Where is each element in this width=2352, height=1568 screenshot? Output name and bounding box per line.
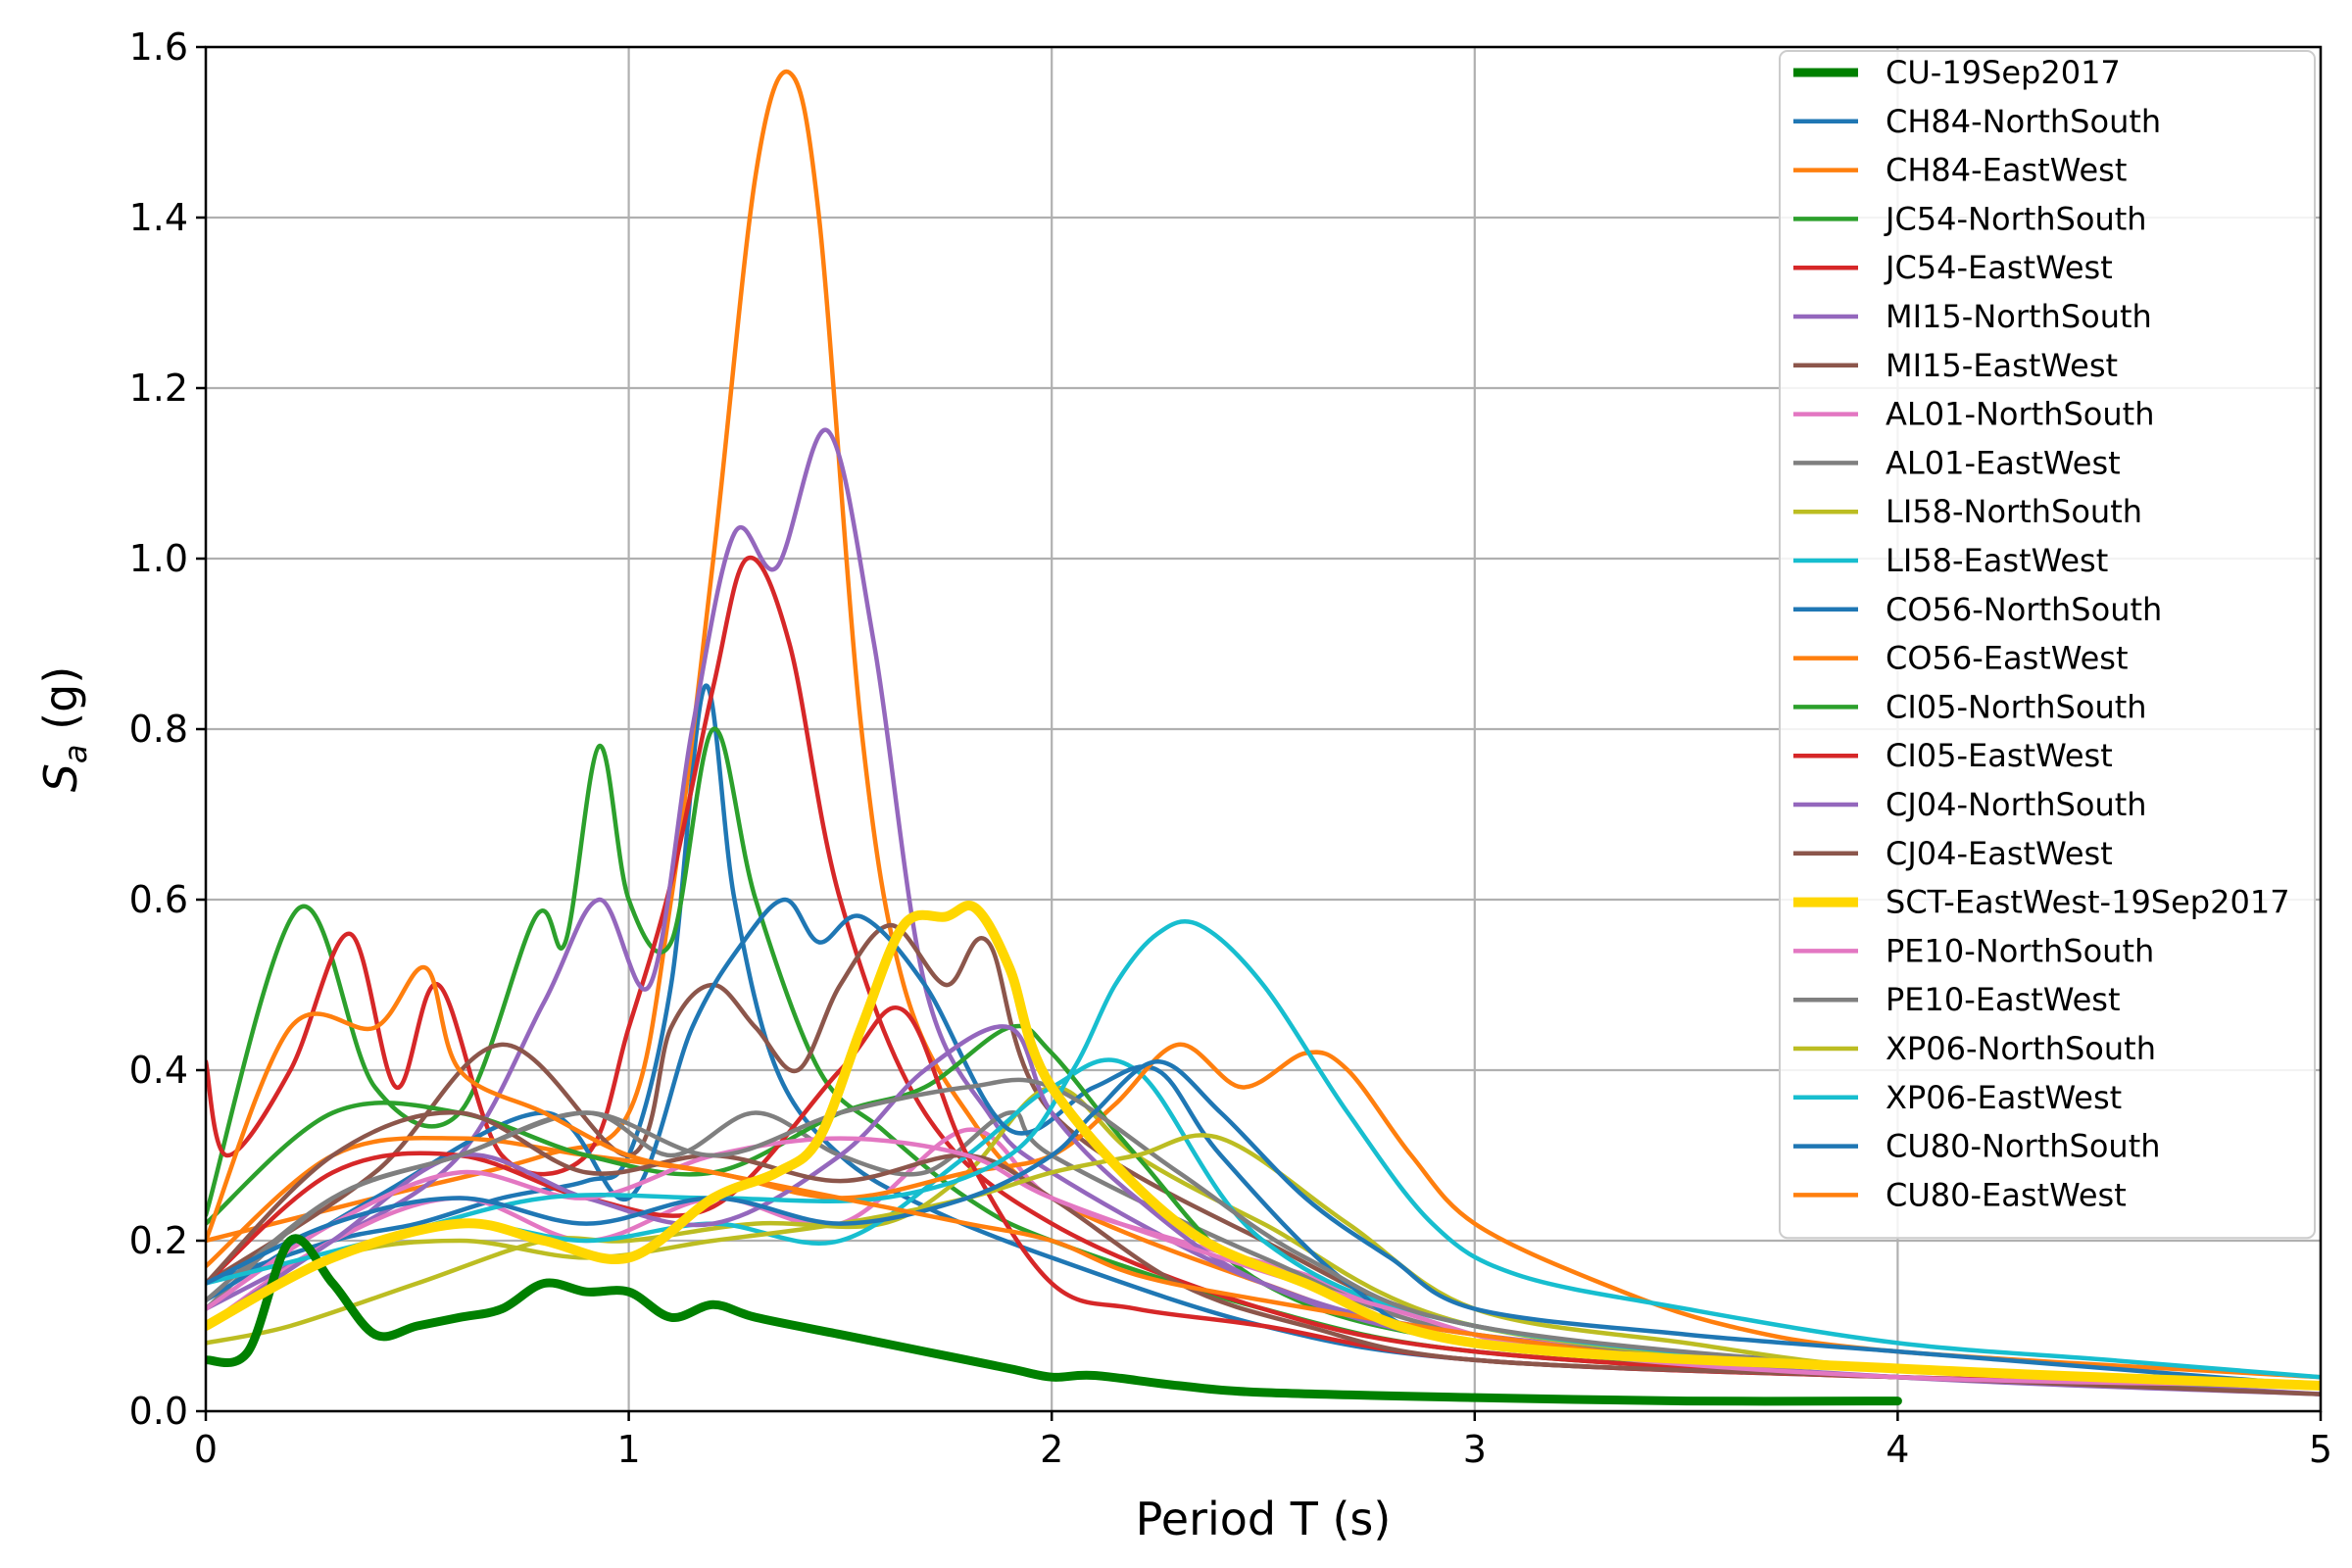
legend: CU-19Sep2017 CH84-NorthSouth CH84-EastWest…	[1779, 50, 2316, 1240]
series-layer	[206, 69, 2321, 1406]
legend-label-6: MI15-EastWest	[1886, 347, 2118, 384]
y-tick-label-8: 1.6	[129, 25, 188, 69]
legend-label-10: LI58-EastWest	[1886, 542, 2108, 579]
legend-label-0: CU-19Sep2017	[1886, 54, 2121, 91]
x-tick-label-0: 0	[194, 1428, 218, 1471]
x-axis-label: Period T (s)	[1136, 1493, 1392, 1545]
legend-label-3: JC54-NorthSouth	[1884, 200, 2147, 237]
y-axis-label-unit: (g)	[34, 666, 87, 745]
legend-label-15: CJ04-NorthSouth	[1886, 786, 2147, 823]
legend-label-20: XP06-NorthSouth	[1886, 1030, 2156, 1067]
legend-label-23: CU80-EastWest	[1886, 1176, 2127, 1213]
legend-label-4: JC54-EastWest	[1884, 249, 2113, 286]
y-axis-label: Sa (g)	[34, 666, 94, 793]
series-line-21	[206, 919, 2321, 1380]
series-line-22	[206, 1059, 2321, 1389]
legend-label-2: CH84-EastWest	[1886, 152, 2127, 189]
series-line-20	[206, 1133, 2321, 1389]
series-line-0	[206, 1234, 1902, 1406]
legend-label-14: CI05-EastWest	[1886, 737, 2113, 774]
series-line-4	[206, 555, 2321, 1389]
x-tick-label-5: 5	[2309, 1428, 2332, 1471]
series-line-19	[206, 1077, 2321, 1389]
legend-label-17: SCT-EastWest-19Sep2017	[1886, 884, 2290, 921]
legend-label-7: AL01-NorthSouth	[1886, 396, 2154, 433]
y-tick-label-3: 0.6	[129, 878, 188, 921]
legend-label-9: LI58-NorthSouth	[1886, 493, 2142, 530]
legend-label-18: PE10-NorthSouth	[1886, 932, 2154, 969]
legend-label-22: CU80-NorthSouth	[1886, 1128, 2161, 1165]
legend-label-5: MI15-NorthSouth	[1886, 298, 2152, 335]
legend-label-16: CJ04-EastWest	[1886, 835, 2113, 872]
y-tick-label-2: 0.4	[129, 1049, 188, 1092]
y-tick-label-5: 1.0	[129, 537, 188, 580]
y-tick-label-4: 0.8	[129, 708, 188, 751]
x-tick-label-3: 3	[1463, 1428, 1487, 1471]
y-tick-label-1: 0.2	[129, 1219, 188, 1262]
y-tick-label-6: 1.2	[129, 367, 188, 410]
x-tick-label-1: 1	[617, 1428, 641, 1471]
legend-box	[1779, 50, 2316, 1240]
series-line-18	[206, 1136, 2321, 1389]
legend-label-11: CO56-NorthSouth	[1886, 591, 2162, 628]
legend-label-8: AL01-EastWest	[1886, 444, 2121, 481]
axis-ticks: 0 1 2 3 4 5 0.0 0.2 0.4 0.6 0.8 1.0 1.2 1.4 1.6	[129, 25, 2333, 1471]
y-axis-label-main: S	[34, 763, 87, 792]
legend-label-13: CI05-NorthSouth	[1886, 688, 2147, 725]
y-tick-label-7: 1.4	[129, 196, 188, 239]
legend-label-12: CO56-EastWest	[1886, 640, 2129, 677]
legend-label-21: XP06-EastWest	[1886, 1079, 2122, 1116]
y-tick-label-0: 0.0	[129, 1390, 188, 1433]
y-axis-label-subscript: a	[57, 744, 94, 763]
legend-label-1: CH84-NorthSouth	[1886, 103, 2161, 140]
legend-label-19: PE10-EastWest	[1886, 981, 2121, 1018]
series-line-12	[206, 1042, 2321, 1380]
x-tick-label-2: 2	[1040, 1428, 1063, 1471]
x-tick-label-4: 4	[1886, 1428, 1909, 1471]
series-line-17	[206, 901, 2321, 1391]
